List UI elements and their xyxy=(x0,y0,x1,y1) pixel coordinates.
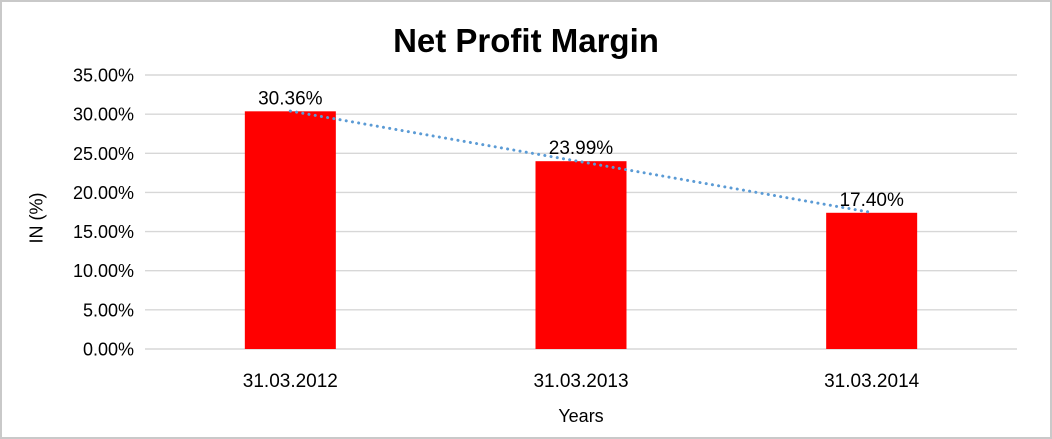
bar xyxy=(826,212,918,349)
bar xyxy=(535,161,627,349)
y-tick-label: 20.00% xyxy=(73,183,134,203)
y-tick-label: 35.00% xyxy=(73,66,134,86)
x-category-label: 31.03.2013 xyxy=(533,371,628,392)
bar-data-label: 23.99% xyxy=(549,138,614,159)
y-tick-label: 30.00% xyxy=(73,105,134,125)
y-tick-label: 15.00% xyxy=(73,222,134,242)
y-tick-label: 10.00% xyxy=(73,261,134,281)
x-category-label: 31.03.2014 xyxy=(824,371,920,392)
bar-data-label: 30.36% xyxy=(258,88,323,109)
x-category-label: 31.03.2012 xyxy=(243,371,338,392)
y-tick-label: 25.00% xyxy=(73,144,134,164)
y-tick-label: 5.00% xyxy=(83,300,134,320)
y-tick-label: 0.00% xyxy=(83,340,134,360)
x-axis-title: Years xyxy=(558,406,604,426)
chart-title: Net Profit Margin xyxy=(393,22,659,59)
bar xyxy=(244,111,336,349)
trendline xyxy=(288,109,874,214)
bar-data-label: 17.40% xyxy=(839,190,904,211)
